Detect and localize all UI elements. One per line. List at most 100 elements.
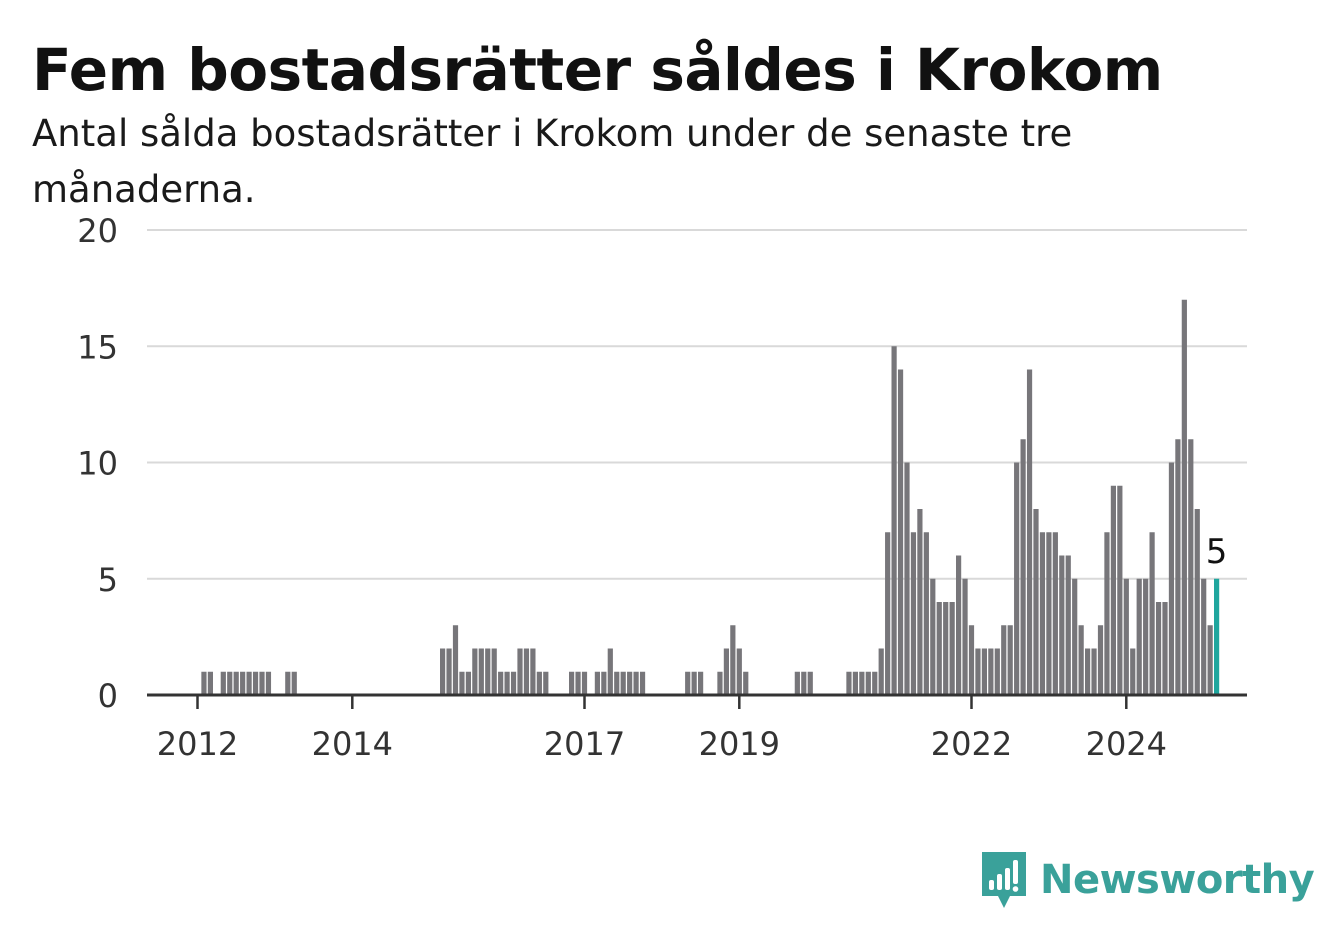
newsworthy-bar-chart-icon — [982, 852, 1026, 908]
bar — [988, 648, 994, 695]
bar — [459, 671, 465, 695]
bar — [943, 602, 949, 695]
bar — [1194, 509, 1200, 695]
bar — [981, 648, 987, 695]
bar — [865, 671, 871, 695]
bar — [498, 671, 504, 695]
bar — [1136, 578, 1142, 695]
bar — [1001, 625, 1007, 695]
bar — [240, 671, 246, 695]
x-tick-label: 2014 — [312, 725, 393, 763]
bar — [285, 671, 291, 695]
bar — [1117, 485, 1123, 695]
bar — [607, 648, 613, 695]
bar — [1130, 648, 1136, 695]
bar — [575, 671, 581, 695]
bar — [1181, 299, 1187, 695]
bar — [1039, 532, 1046, 695]
bar — [691, 671, 697, 695]
bar — [956, 555, 962, 695]
bar — [252, 671, 259, 695]
bar — [1020, 439, 1026, 695]
bar — [601, 671, 607, 695]
bar — [207, 671, 213, 695]
bar — [1072, 578, 1078, 695]
x-tick-label: 2012 — [157, 725, 238, 763]
bars — [201, 299, 1220, 695]
bar — [517, 648, 523, 695]
bar — [233, 671, 239, 695]
bar — [968, 625, 975, 695]
bar — [440, 648, 446, 695]
bar — [885, 532, 891, 695]
bar — [1155, 602, 1162, 695]
bar — [1104, 532, 1110, 695]
y-tick-label: 15 — [77, 328, 118, 366]
bar — [949, 602, 955, 695]
y-axis-tick-labels: 0 5 10 15 20 — [77, 212, 118, 715]
bar — [581, 671, 588, 695]
bar — [723, 648, 729, 695]
x-axis-tick-labels: 2012 2014 2017 2019 2022 2024 — [157, 725, 1167, 763]
bar — [1168, 462, 1175, 695]
bar — [975, 648, 981, 695]
bar — [1052, 532, 1058, 695]
bar — [1123, 578, 1129, 695]
bar — [1065, 555, 1071, 695]
bar — [936, 602, 942, 695]
bar — [1149, 532, 1155, 695]
bar — [891, 346, 897, 695]
bar — [530, 648, 536, 695]
bar — [807, 671, 813, 695]
bar — [1059, 555, 1065, 695]
brand-name: Newsworthy — [1040, 857, 1315, 903]
bar — [1162, 602, 1168, 695]
bar — [1175, 439, 1181, 695]
bar — [794, 671, 800, 695]
bar — [897, 369, 904, 695]
bar — [1026, 369, 1033, 695]
bar — [620, 671, 626, 695]
bar — [543, 671, 549, 695]
bar — [259, 671, 265, 695]
bar — [246, 671, 252, 695]
brand-logo: Newsworthy — [980, 848, 1315, 912]
bar — [1110, 485, 1116, 695]
bar — [859, 671, 865, 695]
page-subtitle: Antal sålda bostadsrätter i Krokom under… — [32, 112, 1073, 211]
bar — [717, 671, 723, 695]
bar — [504, 671, 510, 695]
y-tick-label: 20 — [77, 212, 118, 250]
bar — [201, 671, 207, 695]
bar — [265, 671, 272, 695]
bar — [1143, 578, 1149, 695]
bar — [962, 578, 968, 695]
x-tick-label: 2024 — [1086, 725, 1167, 763]
bar — [472, 648, 478, 695]
bar — [491, 648, 497, 695]
bar — [633, 671, 639, 695]
bar — [730, 625, 736, 695]
bar — [685, 671, 691, 695]
bar — [1007, 625, 1013, 695]
grid-lines — [147, 229, 1247, 580]
y-tick-label: 0 — [98, 677, 118, 715]
bar — [923, 532, 929, 695]
bar — [1201, 578, 1207, 695]
bar — [994, 648, 1000, 695]
bar — [478, 648, 484, 695]
bar — [220, 671, 226, 695]
x-axis — [147, 693, 1247, 709]
bar — [698, 671, 704, 695]
bar — [846, 671, 852, 695]
bar — [291, 671, 297, 695]
bar — [639, 671, 646, 695]
bar — [614, 671, 620, 695]
bar — [485, 648, 491, 695]
bar — [904, 462, 910, 695]
bar — [801, 671, 807, 695]
bar — [930, 578, 936, 695]
y-tick-label: 10 — [77, 445, 118, 483]
bar — [1046, 532, 1052, 695]
